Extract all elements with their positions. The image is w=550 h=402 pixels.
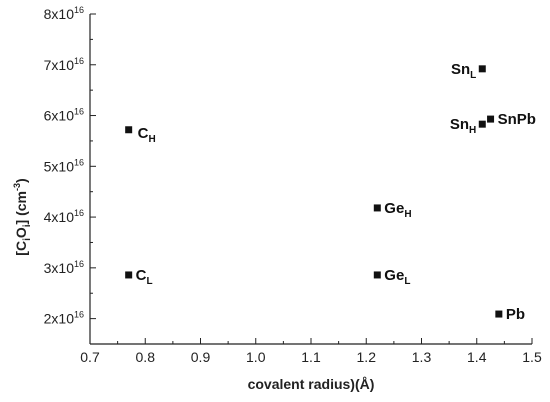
x-tick-label: 0.7	[80, 349, 100, 365]
x-tick-group: 0.7 0.8 0.9 1.0 1.1 1.2 1.3 1.4 1.5	[80, 338, 542, 365]
y-tick-label: 8x1016	[44, 5, 84, 22]
x-axis-title: covalent radius)(Å)	[248, 376, 375, 392]
data-points: CH CL GeH GeL SnL SnH SnPb Pb	[125, 61, 536, 323]
y-tick-label: 4x1016	[44, 208, 84, 225]
y-tick-label: 2x1016	[44, 310, 84, 327]
data-point-label: CH	[138, 125, 156, 145]
x-tick-label: 1.1	[301, 349, 321, 365]
data-point-label: SnH	[450, 116, 476, 136]
data-point-label: GeL	[384, 267, 410, 287]
data-point-marker	[478, 120, 486, 128]
y-tick-group: 2x1016 3x1016 4x1016 5x1016 6x1016 7x1016 8x10…	[44, 5, 96, 345]
data-point-label: Pb	[506, 306, 525, 323]
data-point-marker	[478, 65, 486, 73]
data-point-marker	[487, 115, 495, 123]
y-tick-label: 3x1016	[44, 259, 84, 276]
x-tick-label: 1.0	[246, 349, 266, 365]
x-tick-label: 1.3	[412, 349, 432, 365]
x-tick-label: 1.2	[357, 349, 377, 365]
x-tick-label: 0.8	[136, 349, 156, 365]
data-point-label: SnL	[451, 61, 476, 81]
y-tick-label: 7x1016	[44, 56, 84, 73]
y-tick-label: 6x1016	[44, 107, 84, 124]
x-tick-label: 0.9	[191, 349, 211, 365]
data-point-marker	[495, 310, 503, 318]
data-point-marker	[125, 271, 133, 279]
data-point-label: SnPb	[498, 111, 536, 128]
x-tick-label: 1.5	[522, 349, 542, 365]
data-point-marker	[373, 271, 381, 279]
data-point-label: GeH	[384, 200, 411, 220]
y-axis-title: [CiOi] (cm-3)	[12, 178, 33, 255]
data-point-marker	[125, 126, 133, 134]
y-tick-label: 5x1016	[44, 157, 84, 174]
x-tick-label: 1.4	[467, 349, 487, 365]
data-point-marker	[373, 204, 381, 212]
data-point-label: CL	[136, 267, 153, 287]
